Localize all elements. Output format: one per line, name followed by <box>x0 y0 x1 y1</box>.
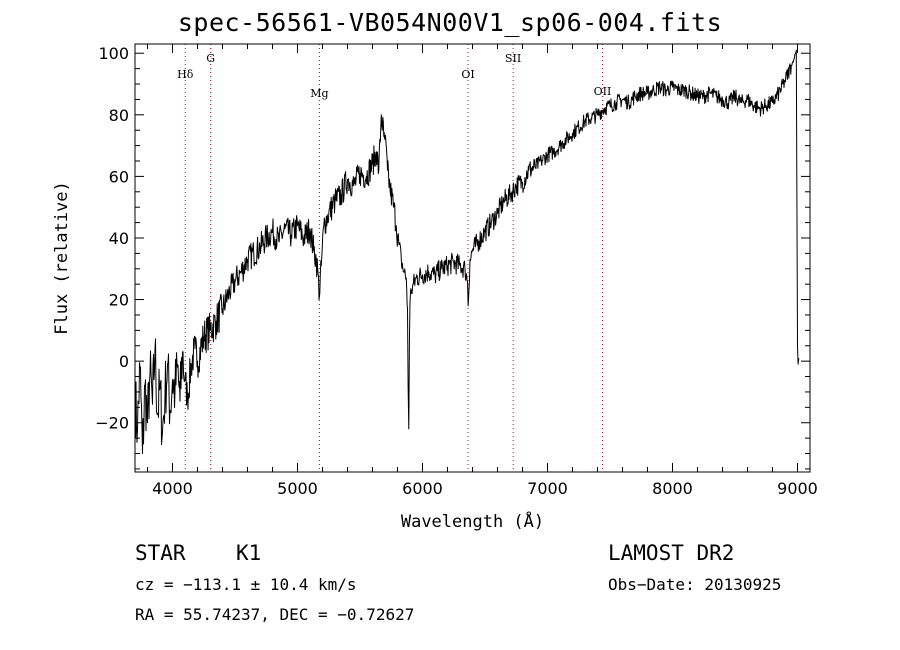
y-axis-label: Flux (relative) <box>52 181 72 335</box>
x-tick-label: 6000 <box>402 479 443 498</box>
observation-date: Obs−Date: 20130925 <box>608 575 782 594</box>
plot-frame <box>134 43 811 473</box>
chart-title: spec-56561-VB054N00V1_sp06-004.fits <box>177 8 723 37</box>
spectrum-series-line <box>134 49 800 454</box>
y-tick-label: 80 <box>109 106 129 125</box>
y-tick-label: 100 <box>98 44 129 63</box>
x-tick-label: 4000 <box>152 479 193 498</box>
survey-name: LAMOST DR2 <box>608 541 735 565</box>
spectral-line-markers <box>184 44 603 472</box>
axis-ticks: 4000 5000 6000 7000 8000 9000 −20 0 20 40 60 80 100 <box>95 44 818 498</box>
y-tick-label: 60 <box>109 167 129 186</box>
redshift-velocity: cz = −113.1 ± 10.4 km/s <box>135 575 357 594</box>
y-tick-label: 20 <box>109 291 129 310</box>
x-tick-label: 7000 <box>527 479 568 498</box>
spectral-line-label: Mg <box>310 87 328 100</box>
x-tick-label: 9000 <box>777 479 818 498</box>
spectral-line-label: Hδ <box>177 68 194 81</box>
y-tick-label: 0 <box>119 352 129 371</box>
coordinates: RA = 55.74237, DEC = −0.72627 <box>135 605 415 624</box>
x-tick-label: 5000 <box>277 479 318 498</box>
spectral-line-label: SII <box>505 52 521 65</box>
y-tick-label: 40 <box>109 229 129 248</box>
spectral-line-label: OI <box>461 68 474 81</box>
object-type: STAR <box>135 541 186 565</box>
y-tick-label: −20 <box>95 414 129 433</box>
spectral-line-labels: Hδ G Mg OI SII OII <box>177 52 611 100</box>
spectral-line-label: OII <box>594 85 612 98</box>
x-tick-label: 8000 <box>652 479 693 498</box>
spectral-line-label: G <box>206 52 215 65</box>
spectral-subclass: K1 <box>236 541 262 565</box>
x-axis-label: Wavelength (Å) <box>400 512 545 532</box>
